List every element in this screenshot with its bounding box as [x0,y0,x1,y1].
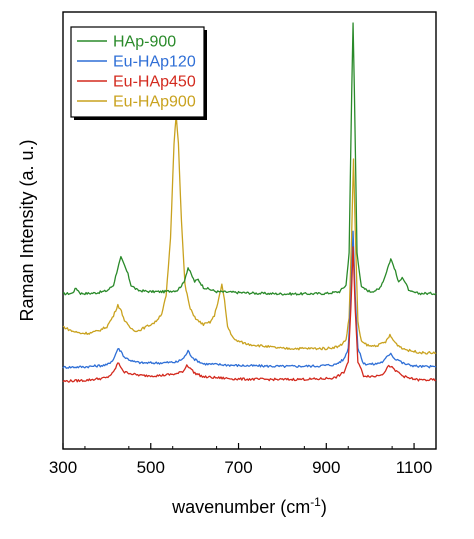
x-tick-label: 500 [137,458,165,477]
x-axis-title-sup: -1 [310,495,321,509]
legend-label-eu-hap120: Eu-HAp120 [113,54,196,71]
series-line-eu-hap450 [62,246,437,383]
x-axis-title-suffix: ) [321,497,327,517]
legend-label-eu-hap900: Eu-HAp900 [113,94,196,111]
y-axis-title: Raman Intensity (a. u.) [17,139,37,321]
series-line-eu-hap120 [62,230,437,369]
legend-label-eu-hap450: Eu-HAp450 [113,74,196,91]
plot-frame [62,11,437,450]
legend: HAp-900 Eu-HAp120 Eu-HAp450 Eu-HAp900 [70,26,207,120]
legend-label-hap-900: HAp-900 [113,34,176,51]
x-tick-label: 900 [312,458,340,477]
series-line-hap-900 [62,22,437,296]
x-axis-ticks: 300 500 700 900 1100 [49,443,437,477]
x-tick-label: 300 [49,458,77,477]
x-tick-label: 700 [224,458,252,477]
x-axis-title-main: wavenumber (cm [171,497,310,517]
plot-area [62,11,437,450]
series-line-eu-hap900 [62,114,437,355]
x-axis-title: wavenumber (cm-1) [171,495,327,517]
legend-box [70,26,205,118]
x-tick-label: 1100 [396,458,433,477]
series-lines [62,22,437,383]
